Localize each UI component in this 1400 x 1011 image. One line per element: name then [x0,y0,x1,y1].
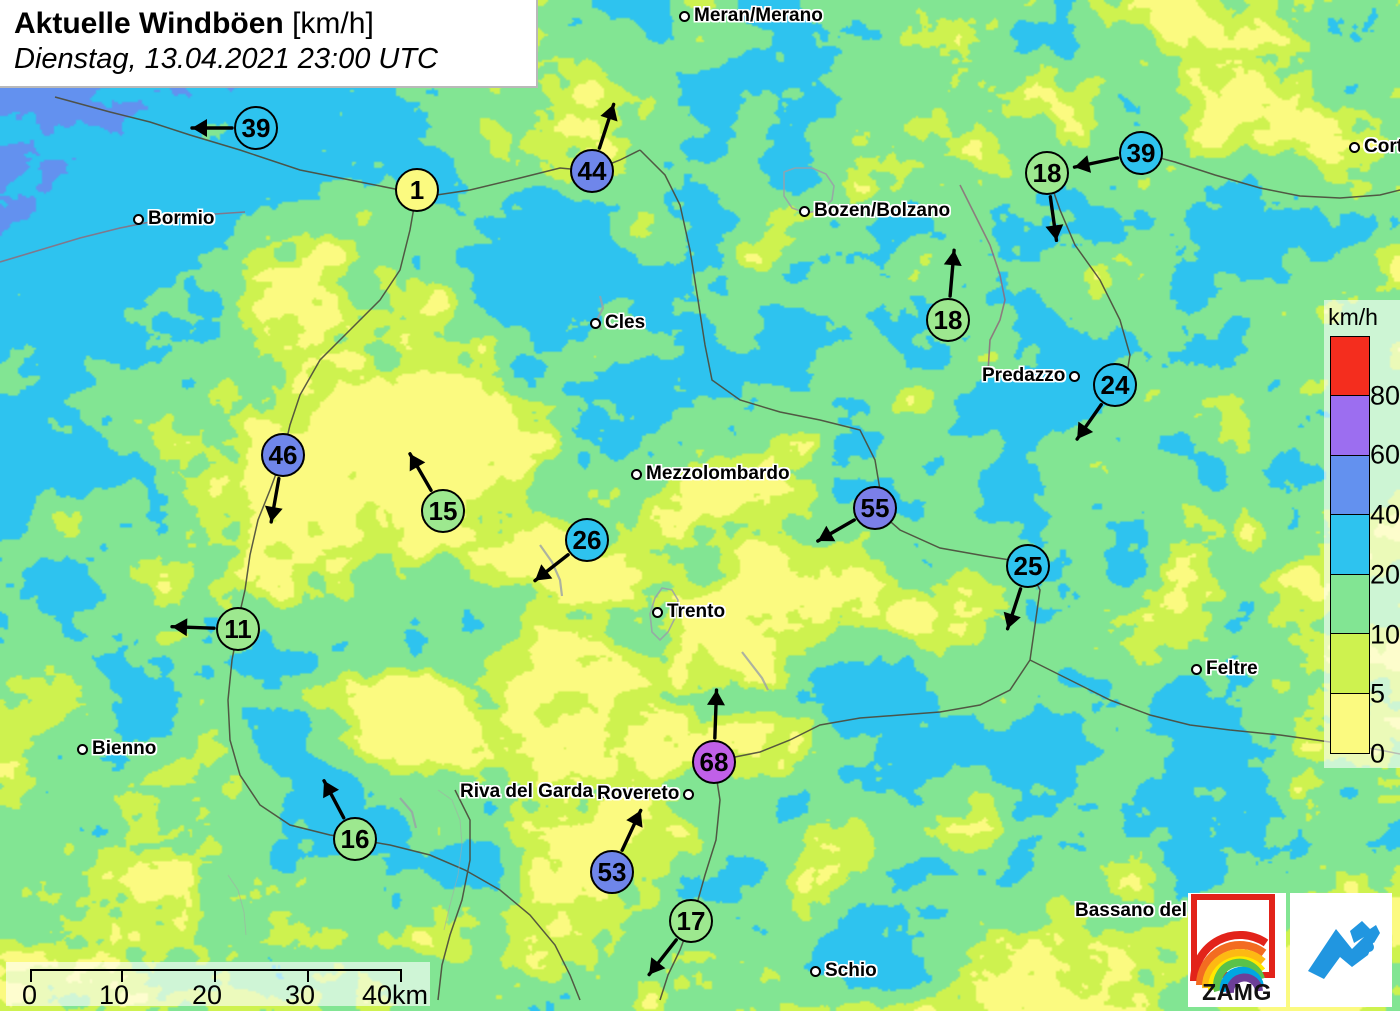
station-marker[interactable]: 44 [570,149,614,193]
scale-label: 30 [285,980,316,1010]
station-value: 39 [234,106,278,150]
wind-direction-arrow [647,938,678,977]
scale-label: 40km [362,980,429,1010]
station-value: 18 [1025,151,1069,195]
station-value: 68 [692,740,736,784]
legend-band [1331,396,1369,456]
alpine-chevron-logo [1290,893,1392,1007]
legend-tick: 10 [1370,619,1400,650]
legend-tick: 5 [1370,678,1386,709]
scale-tick [30,969,32,982]
scale-line [30,969,402,971]
zamg-wordmark: ZAMG [1202,979,1272,1005]
station-value: 17 [669,899,713,943]
station-value: 25 [1006,544,1050,588]
wind-direction-arrow [1045,195,1064,243]
map-timestamp: Dienstag, 13.04.2021 23:00 UTC [14,43,438,75]
station-value: 26 [565,518,609,562]
station-value: 18 [926,298,970,342]
station-marker[interactable]: 16 [333,817,377,861]
legend-colorbar [1330,336,1370,754]
station-value: 46 [261,433,305,477]
station-marker[interactable]: 18 [926,298,970,342]
legend-band [1331,693,1369,753]
station-marker[interactable]: 24 [1093,363,1137,407]
legend-band [1331,574,1369,635]
wind-direction-arrow [1003,587,1023,631]
wind-direction-arrow [322,779,346,820]
station-value: 15 [421,489,465,533]
station-value: 53 [590,850,634,894]
station-marker[interactable]: 17 [669,899,713,943]
scale-tick [214,969,216,982]
station-marker[interactable]: 15 [421,489,465,533]
legend-band [1331,515,1369,575]
station-value: 55 [853,486,897,530]
wind-direction-arrow [706,688,725,740]
station-marker[interactable]: 39 [1119,131,1163,175]
legend-band [1331,337,1369,397]
station-value: 44 [570,149,614,193]
zamg-logo: ZAMG [1188,893,1286,1007]
scale-tick [307,969,309,982]
station-marker[interactable]: 18 [1025,151,1069,195]
station-value: 24 [1093,363,1137,407]
wind-direction-arrow [1072,155,1120,173]
title-text: Aktuelle Windböen [14,7,284,40]
station-marker[interactable]: 53 [590,850,634,894]
wind-direction-arrow [816,518,856,543]
color-legend: km/h 80 60 40 20 10 5 0 [1324,300,1400,768]
station-value: 1 [395,168,439,212]
legend-tick: 20 [1370,559,1400,590]
legend-tick: 60 [1370,439,1400,470]
station-marker[interactable]: 26 [565,518,609,562]
wind-direction-arrow [264,476,283,524]
wind-direction-arrow [943,248,962,298]
scale-ruler [30,969,402,982]
zamg-rainbow-icon [1189,894,1275,994]
legend-band [1331,455,1369,516]
logo-bar: ZAMG [1188,893,1394,1007]
station-marker[interactable]: 11 [216,607,260,651]
scale-label: 10 [99,980,130,1010]
legend-unit-label: km/h [1328,304,1378,330]
distance-scale-bar: 0 10 20 30 40km [6,962,430,1010]
station-marker[interactable]: 68 [692,740,736,784]
legend-tick: 0 [1370,738,1386,769]
mountain-chevron-icon [1308,921,1380,979]
map-title-box: Aktuelle Windböen [km/h] Dienstag, 13.04… [0,0,538,88]
wind-direction-arrow [190,119,234,137]
legend-tick: 80 [1370,380,1400,411]
legend-band [1331,634,1369,694]
page-title: Aktuelle Windböen [km/h] [14,6,536,41]
wind-direction-arrow [170,618,216,637]
scale-label: 20 [192,980,223,1010]
legend-tick: 40 [1370,499,1400,530]
station-marker[interactable]: 39 [234,106,278,150]
station-value: 16 [333,817,377,861]
scale-tick [400,969,402,982]
station-value: 39 [1119,131,1163,175]
station-value: 11 [216,607,260,651]
station-marker[interactable]: 55 [853,486,897,530]
station-marker[interactable]: 25 [1006,544,1050,588]
wind-direction-arrow [408,452,433,492]
station-marker[interactable]: 1 [395,168,439,212]
station-marker[interactable]: 46 [261,433,305,477]
wind-direction-arrow [620,808,643,852]
scale-tick [121,969,123,982]
scale-label: 0 [22,980,38,1010]
wind-direction-arrow [597,102,618,150]
wind-direction-arrow [533,553,570,583]
wind-direction-arrow [1075,402,1103,441]
title-unit: [km/h] [292,7,374,40]
